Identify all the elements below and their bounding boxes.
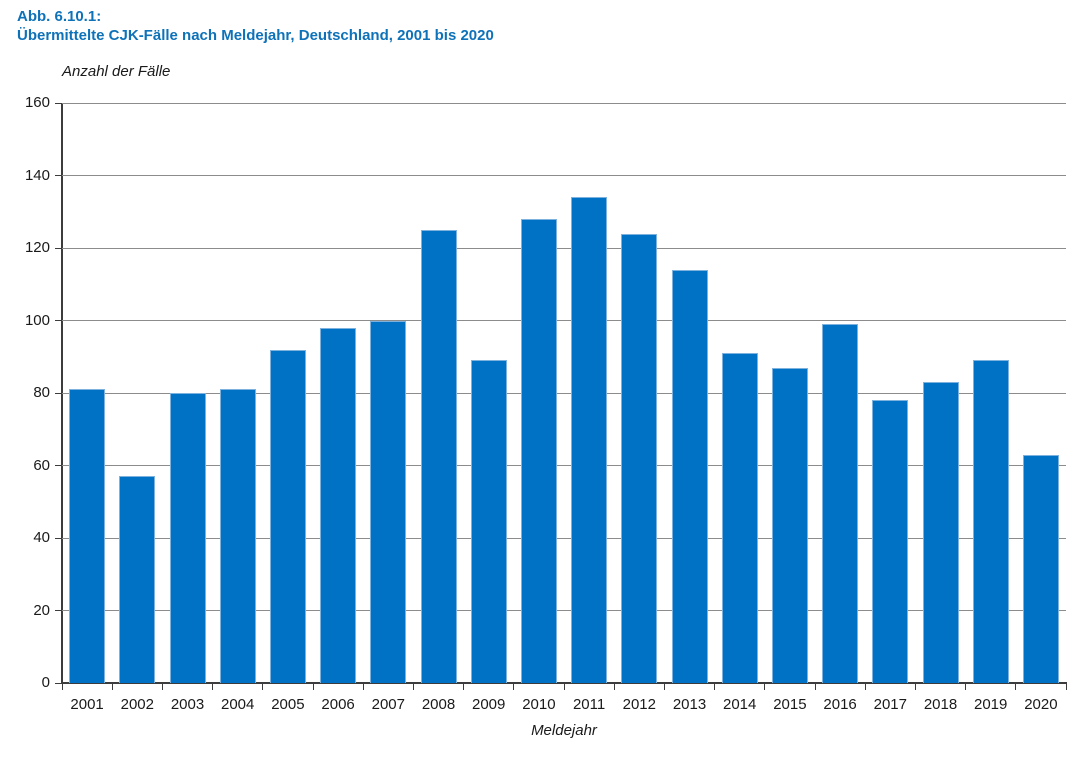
figure-label: Abb. 6.10.1: [17, 8, 102, 25]
x-tick-17 [914, 683, 916, 690]
gridline-20 [62, 610, 1066, 611]
y-tick-label: 60 [33, 456, 50, 474]
gridline-140 [62, 175, 1066, 176]
x-tick-10 [563, 683, 565, 690]
x-tick-11 [613, 683, 615, 690]
bar-2006 [320, 327, 357, 683]
x-tick-label-2007: 2007 [371, 696, 405, 713]
x-tick-7 [412, 683, 414, 690]
bar-2009 [470, 360, 507, 683]
x-tick-8 [463, 683, 465, 690]
y-tick-label: 140 [24, 166, 50, 184]
x-tick-19 [1015, 683, 1017, 690]
x-tick-0 [61, 683, 63, 690]
x-tick-5 [312, 683, 314, 690]
y-tick-label: 120 [24, 239, 50, 256]
y-tick-label: 80 [33, 384, 50, 401]
gridline-100 [62, 320, 1066, 321]
y-tick-0 [55, 682, 62, 684]
x-tick-label-2015: 2015 [773, 696, 807, 713]
gridline-160 [62, 102, 1066, 104]
bar-2018 [922, 382, 959, 683]
x-tick-6 [362, 683, 364, 690]
x-tick-16 [864, 683, 866, 690]
y-tick-label: 40 [33, 529, 50, 546]
x-tick-label-2005: 2005 [271, 696, 305, 713]
bar-2013 [671, 269, 708, 683]
y-tick-120 [55, 247, 62, 249]
y-tick-100 [55, 320, 62, 321]
bar-2010 [520, 219, 557, 683]
figure-title: Übermittelte CJK-Fälle nach Meldejahr, D… [17, 27, 494, 44]
bar-2001 [69, 389, 106, 683]
bar-2002 [119, 476, 156, 683]
bar-2012 [621, 233, 658, 683]
y-tick-40 [55, 537, 62, 539]
x-tick-label-2019: 2019 [974, 696, 1008, 713]
bar-2019 [972, 360, 1009, 683]
x-tick-4 [262, 683, 264, 690]
x-tick-label-2013: 2013 [672, 696, 707, 713]
gridline-60 [62, 465, 1066, 466]
x-tick-18 [965, 683, 967, 690]
bar-2003 [169, 393, 206, 683]
x-tick-3 [212, 683, 214, 690]
y-axis-line [61, 103, 63, 684]
x-tick-label-2008: 2008 [421, 696, 456, 713]
x-tick-label-2009: 2009 [472, 696, 506, 713]
gridline-40 [62, 537, 1066, 539]
x-tick-20 [1065, 683, 1067, 690]
bar-2004 [219, 389, 256, 683]
bar-2016 [822, 324, 859, 683]
x-tick-label-2006: 2006 [321, 696, 355, 713]
x-tick-label-2004: 2004 [221, 696, 255, 713]
y-tick-20 [55, 610, 62, 611]
x-tick-label-2020: 2020 [1024, 696, 1058, 713]
y-tick-label: 100 [24, 311, 50, 329]
x-tick-label-2010: 2010 [522, 696, 556, 713]
x-tick-13 [714, 683, 716, 690]
figure-header: Abb. 6.10.1: Übermittelte CJK-Fälle nach… [17, 7, 494, 45]
gridline-80 [62, 392, 1066, 394]
bar-2020 [1022, 454, 1059, 683]
y-tick-label: 0 [41, 674, 50, 691]
gridline-120 [62, 247, 1066, 249]
x-tick-label-2002: 2002 [120, 696, 154, 713]
x-tick-label-2001: 2001 [70, 696, 104, 713]
bar-2008 [420, 229, 457, 683]
bar-2011 [571, 197, 608, 683]
y-tick-160 [55, 102, 62, 104]
y-axis-title: Anzahl der Fälle [62, 63, 171, 80]
x-tick-15 [814, 683, 816, 690]
bar-2007 [370, 320, 407, 683]
bar-2014 [721, 353, 758, 683]
x-axis-title: Meldejahr [531, 722, 597, 739]
x-tick-label-2016: 2016 [823, 696, 857, 713]
x-tick-label-2017: 2017 [873, 696, 907, 713]
y-tick-label: 160 [24, 94, 50, 111]
bar-2005 [269, 349, 306, 683]
x-tick-1 [111, 683, 113, 690]
bar-2017 [872, 400, 909, 683]
x-tick-14 [764, 683, 766, 690]
x-tick-label-2012: 2012 [622, 696, 656, 713]
x-tick-label-2003: 2003 [170, 696, 205, 713]
x-tick-label-2011: 2011 [572, 696, 606, 713]
y-tick-140 [55, 175, 62, 176]
bar-2015 [771, 367, 808, 683]
y-tick-60 [55, 465, 62, 466]
x-tick-2 [161, 683, 163, 690]
x-tick-9 [513, 683, 515, 690]
y-tick-80 [55, 392, 62, 394]
x-tick-label-2014: 2014 [723, 696, 757, 713]
x-tick-12 [663, 683, 665, 690]
y-tick-label: 20 [33, 601, 50, 619]
x-tick-label-2018: 2018 [923, 696, 958, 713]
